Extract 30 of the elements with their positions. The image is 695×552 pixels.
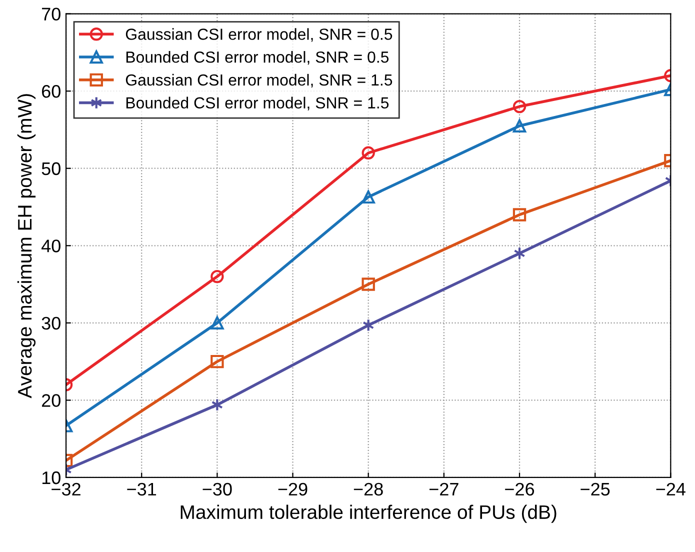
x-axis-title: Maximum tolerable interference of PUs (dB) (180, 504, 556, 523)
x-tick-label: −31 (127, 482, 156, 496)
legend-label: Bounded CSI error model, SNR = 1.5 (126, 96, 389, 110)
legend-label: Bounded CSI error model, SNR = 0.5 (126, 51, 389, 65)
point (362, 146, 375, 160)
x-tick-label: −25 (580, 482, 610, 496)
x-tick-label: −29 (278, 482, 308, 496)
point (362, 190, 375, 204)
x-tick-label: −24 (656, 482, 686, 496)
point (210, 354, 224, 368)
x-tick-label: −32 (52, 482, 80, 496)
legend-label: Gaussian CSI error model, SNR = 0.5 (126, 28, 392, 42)
y-tick-label: 30 (42, 316, 60, 330)
y-tick-label: 20 (42, 394, 60, 407)
y-axis-title: Average maximum EH power (mW) (17, 94, 36, 398)
x-tick-label: −30 (202, 482, 232, 496)
point (210, 316, 224, 330)
y-tick-label: 70 (42, 8, 60, 21)
y-tick-label: 40 (41, 240, 60, 252)
point (211, 398, 224, 412)
x-tick-label: −26 (505, 482, 534, 496)
y-tick-label: 50 (42, 162, 60, 176)
x-tick-label: −28 (354, 482, 383, 496)
x-tick-label: −27 (430, 482, 458, 496)
point (362, 278, 375, 291)
point (210, 270, 224, 284)
legend-label: Gaussian CSI error model, SNR = 1.5 (126, 74, 392, 88)
y-tick-label: 60 (42, 85, 60, 98)
y-tick-label: 10 (42, 471, 60, 484)
point (362, 318, 374, 332)
